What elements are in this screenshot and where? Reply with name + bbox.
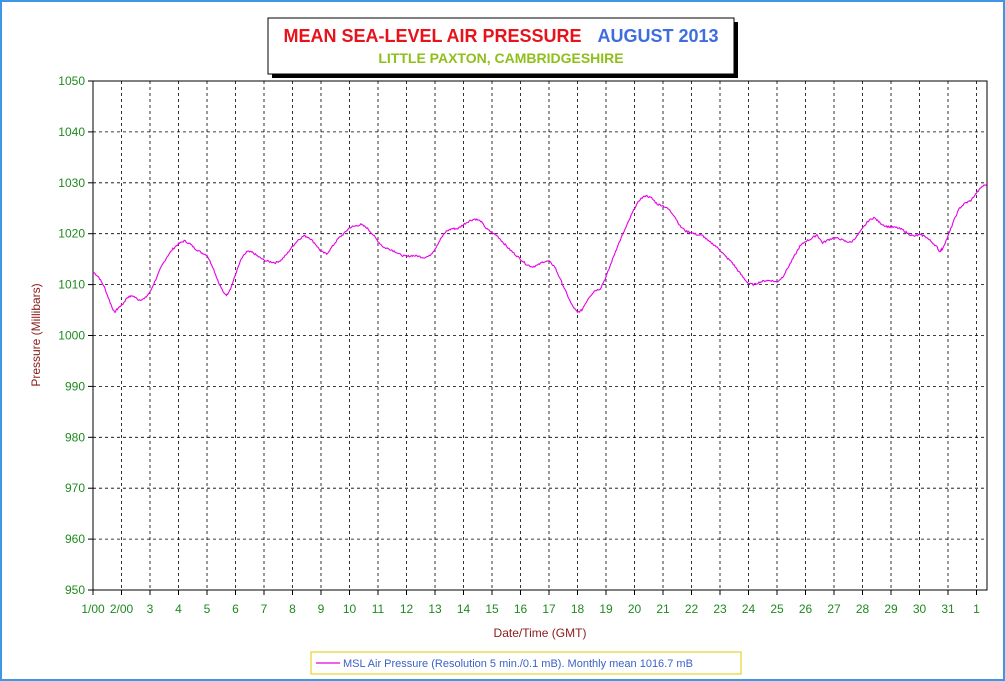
x-tick-label: 18 — [571, 602, 585, 616]
y-tick-label: 1020 — [58, 227, 85, 241]
x-tick-label: 19 — [599, 602, 613, 616]
x-tick-label: 3 — [147, 602, 154, 616]
x-tick-label: 5 — [204, 602, 211, 616]
y-tick-label: 1010 — [58, 278, 85, 292]
x-tick-label: 17 — [542, 602, 556, 616]
y-tick-label: 980 — [65, 430, 85, 444]
x-tick-label: 7 — [261, 602, 268, 616]
y-tick-label: 970 — [65, 481, 85, 495]
y-tick-label: 950 — [65, 583, 85, 597]
x-tick-label: 24 — [742, 602, 756, 616]
x-tick-label: 11 — [372, 602, 385, 616]
chart-title-period: AUGUST 2013 — [598, 26, 719, 46]
grid-lines — [88, 80, 987, 595]
y-tick-label: 960 — [65, 532, 85, 546]
x-tick-label: 28 — [856, 602, 870, 616]
x-tick-label: 8 — [289, 602, 296, 616]
x-tick-label: 21 — [656, 602, 670, 616]
x-tick-label: 1/00 — [81, 602, 105, 616]
x-tick-label: 13 — [428, 602, 442, 616]
x-tick-label: 29 — [884, 602, 898, 616]
x-axis-title: Date/Time (GMT) — [494, 626, 587, 640]
legend-label: MSL Air Pressure (Resolution 5 min./0.1 … — [343, 658, 693, 670]
x-tick-label: 14 — [457, 602, 471, 616]
y-tick-label: 1000 — [58, 329, 85, 343]
legend-box — [310, 651, 742, 675]
x-tick-label: 2/00 — [110, 602, 134, 616]
x-tick-label: 26 — [799, 602, 813, 616]
x-tick-label: 15 — [485, 602, 499, 616]
x-tick-label: 10 — [343, 602, 357, 616]
x-tick-label: 31 — [941, 602, 955, 616]
x-tick-label: 25 — [770, 602, 784, 616]
x-tick-label: 12 — [400, 602, 414, 616]
x-tick-label: 6 — [232, 602, 239, 616]
chart-subtitle: LITTLE PAXTON, CAMBRIDGESHIRE — [378, 50, 623, 66]
x-tick-labels: 1/00 2/00 3 4 5 6 7 8 9 10 11 12 13 14 15 16 17 18 19 20 21 2… — [81, 602, 980, 616]
title-box — [267, 17, 735, 75]
x-tick-label: 30 — [913, 602, 927, 616]
x-tick-label: 9 — [318, 602, 325, 616]
x-tick-label: 27 — [827, 602, 841, 616]
chart-title: MEAN SEA-LEVEL AIR PRESSURE — [283, 26, 581, 46]
y-axis-title: Pressure (Millibars) — [29, 283, 43, 386]
x-tick-label: 22 — [685, 602, 699, 616]
x-tick-label: 16 — [514, 602, 528, 616]
x-tick-label: 20 — [628, 602, 642, 616]
series-line-msl-pressure — [92, 182, 989, 314]
y-tick-label: 1030 — [58, 176, 85, 190]
x-tick-label: 23 — [713, 602, 727, 616]
y-tick-labels: 950 960 970 980 990 1000 1010 1020 1030 1040 1050 — [58, 74, 85, 597]
y-tick-label: 1040 — [58, 125, 85, 139]
x-tick-label: 4 — [175, 602, 182, 616]
chart-title-line: MEAN SEA-LEVEL AIR PRESSURE AUGUST 2013 — [283, 26, 718, 46]
y-tick-label: 1050 — [58, 74, 85, 88]
x-tick-label: 1 — [973, 602, 980, 616]
y-tick-label: 990 — [65, 379, 85, 393]
